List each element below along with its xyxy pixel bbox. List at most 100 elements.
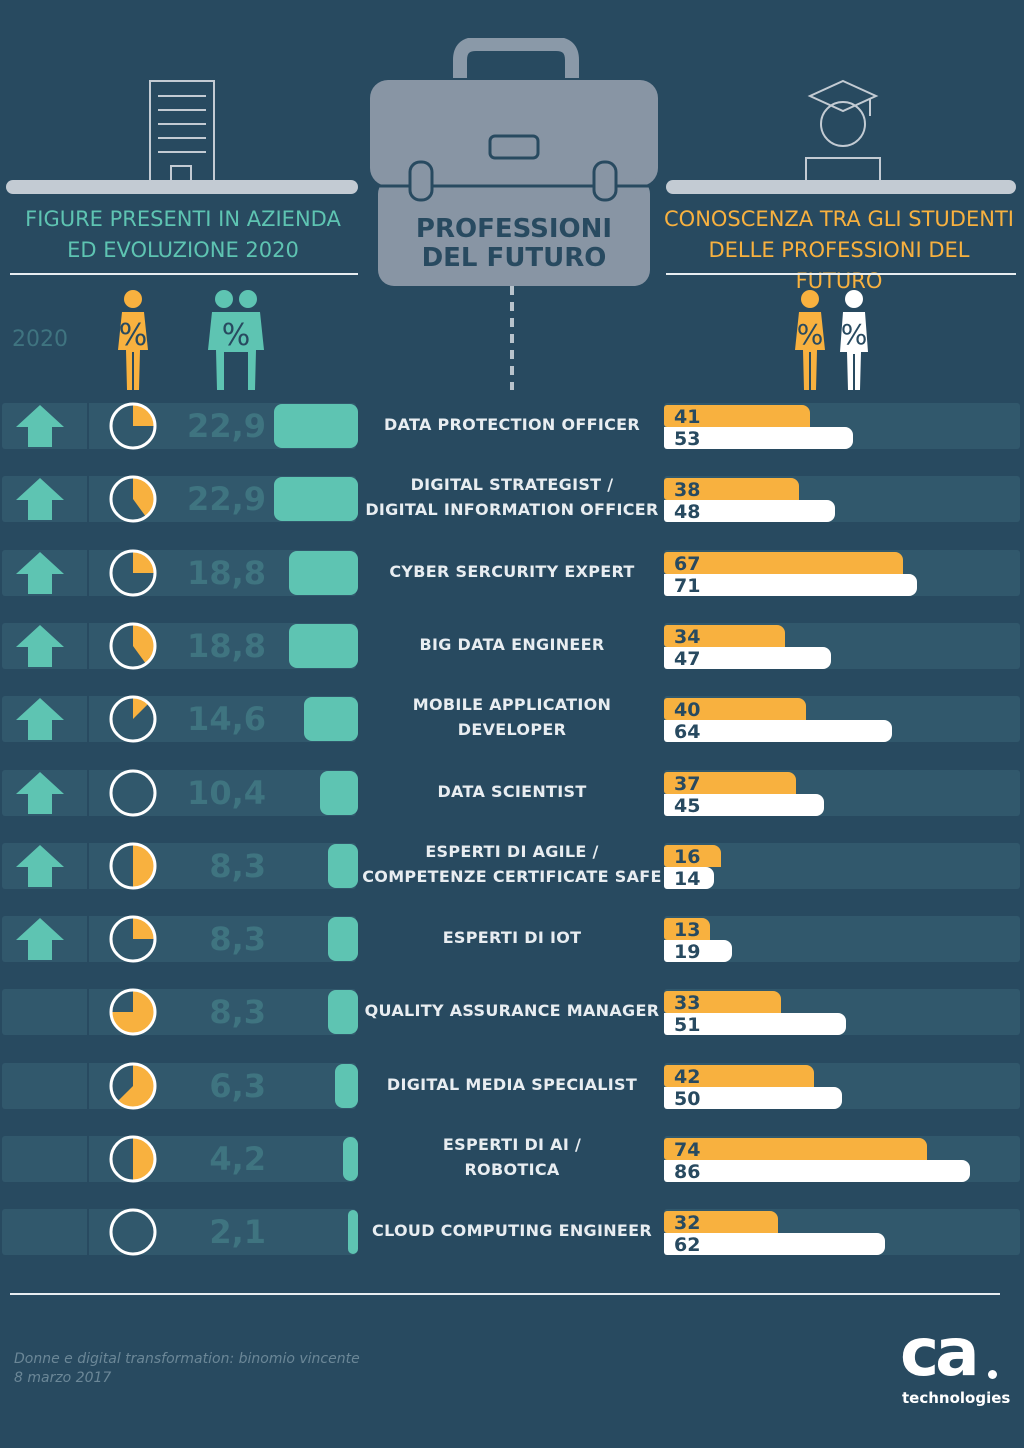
presence-row bbox=[2, 1136, 356, 1182]
presence-value-label: 14,6 bbox=[187, 700, 266, 738]
students-female-bar bbox=[664, 991, 782, 1013]
right-header: CONOSCENZA TRA GLI STUDENTI DELLE PROFES… bbox=[664, 207, 1014, 293]
growth-arrow-icon bbox=[16, 625, 64, 667]
students-female-value: 74 bbox=[674, 1139, 701, 1161]
students-female-bar bbox=[664, 405, 810, 427]
profession-label-line: MOBILE APPLICATION bbox=[412, 695, 612, 714]
logo-dot bbox=[988, 1370, 997, 1379]
profession-label-line: DATA SCIENTIST bbox=[437, 782, 587, 801]
woman-icon bbox=[118, 290, 148, 390]
women-share-pie bbox=[109, 622, 157, 670]
presence-value-label: 8,3 bbox=[209, 993, 266, 1031]
row-divider bbox=[87, 623, 89, 669]
logo-subtitle: technologies bbox=[902, 1389, 1011, 1407]
presence-row bbox=[2, 1063, 356, 1109]
students-female-value: 38 bbox=[674, 479, 701, 501]
profession-label: DATA SCIENTIST bbox=[362, 779, 662, 804]
profession-label: MOBILE APPLICATION DEVELOPER bbox=[362, 692, 662, 742]
profession-label: DATA PROTECTION OFFICER bbox=[362, 412, 662, 437]
couple-icon bbox=[208, 290, 264, 390]
presence-bar bbox=[342, 1137, 358, 1181]
students-male-bar bbox=[664, 500, 835, 522]
students-male-bar bbox=[664, 720, 892, 742]
presence-bar bbox=[327, 917, 358, 961]
footer-rule bbox=[10, 1293, 1000, 1295]
right-shelf bbox=[666, 180, 1016, 194]
profession-label-line: DIGITAL STRATEGIST / bbox=[410, 475, 614, 494]
presence-bar bbox=[289, 624, 358, 668]
row-divider bbox=[87, 1063, 89, 1109]
students-female-bar bbox=[664, 552, 903, 574]
students-male-value: 62 bbox=[674, 1234, 701, 1256]
students-male-value: 45 bbox=[674, 795, 701, 817]
women-share-pie bbox=[109, 915, 157, 963]
students-female-bar bbox=[664, 698, 807, 720]
ca-logo: ca bbox=[900, 1314, 980, 1391]
students-female-bar bbox=[664, 1211, 778, 1233]
students-male-bar bbox=[664, 1160, 971, 1182]
dashed-connector bbox=[510, 286, 514, 390]
students-male-value: 14 bbox=[674, 868, 701, 890]
students-male-bar bbox=[664, 867, 714, 889]
students-female-bar bbox=[664, 1065, 814, 1087]
profession-label: DIGITAL MEDIA SPECIALIST bbox=[362, 1072, 662, 1097]
students-female-value: 13 bbox=[674, 919, 701, 941]
presence-bar bbox=[327, 844, 358, 888]
students-male-value: 48 bbox=[674, 501, 701, 523]
students-male-value: 71 bbox=[674, 575, 701, 597]
profession-label-line: DATA PROTECTION OFFICER bbox=[383, 415, 641, 434]
presence-bar bbox=[327, 990, 358, 1034]
presence-value-label: 2,1 bbox=[209, 1213, 266, 1251]
student-woman-icon bbox=[795, 290, 825, 390]
student-women-percent-symbol: % bbox=[796, 318, 824, 351]
year-label: 2020 bbox=[12, 327, 68, 352]
profession-label-line: ESPERTI DI AI / bbox=[442, 1135, 582, 1154]
women-share-pie bbox=[109, 402, 157, 450]
growth-arrow-icon bbox=[16, 478, 64, 520]
presence-bar bbox=[274, 404, 358, 448]
presence-value-label: 22,9 bbox=[187, 480, 266, 518]
profession-label-line: BIG DATA ENGINEER bbox=[419, 635, 605, 654]
students-male-bar bbox=[664, 1013, 846, 1035]
presence-value-label: 10,4 bbox=[187, 774, 266, 812]
growth-arrow-icon bbox=[16, 552, 64, 594]
students-row bbox=[664, 843, 1020, 889]
presence-value-label: 22,9 bbox=[187, 407, 266, 445]
students-female-bar bbox=[664, 845, 721, 867]
students-female-bar bbox=[664, 918, 711, 940]
presence-value-label: 4,2 bbox=[209, 1140, 266, 1178]
row-divider bbox=[87, 476, 89, 522]
women-share-pie bbox=[109, 988, 157, 1036]
students-male-bar bbox=[664, 574, 917, 596]
profession-label: DIGITAL STRATEGIST / DIGITAL INFORMATION … bbox=[362, 472, 662, 522]
presence-value-label: 6,3 bbox=[209, 1067, 266, 1105]
growth-arrow-icon bbox=[16, 698, 64, 740]
right-header-rule bbox=[666, 273, 1016, 275]
students-female-value: 33 bbox=[674, 992, 701, 1014]
profession-label: QUALITY ASSURANCE MANAGER bbox=[362, 998, 662, 1023]
row-divider bbox=[87, 770, 89, 816]
students-female-value: 41 bbox=[674, 406, 701, 428]
students-female-value: 40 bbox=[674, 699, 701, 721]
all-percent-symbol: % bbox=[221, 318, 251, 353]
students-male-bar bbox=[664, 647, 832, 669]
presence-row bbox=[2, 1209, 356, 1255]
row-divider bbox=[87, 989, 89, 1035]
students-female-value: 42 bbox=[674, 1066, 701, 1088]
profession-label-line: ESPERTI DI IOT bbox=[442, 928, 582, 947]
women-share-pie bbox=[109, 1208, 157, 1256]
students-female-value: 34 bbox=[674, 626, 701, 648]
row-divider bbox=[87, 916, 89, 962]
profession-label-line: QUALITY ASSURANCE MANAGER bbox=[364, 1001, 660, 1020]
women-share-pie bbox=[109, 769, 157, 817]
students-female-value: 37 bbox=[674, 773, 701, 795]
students-male-value: 19 bbox=[674, 941, 701, 963]
presence-bar bbox=[348, 1210, 358, 1254]
students-male-bar bbox=[664, 940, 732, 962]
students-male-value: 51 bbox=[674, 1014, 701, 1036]
women-share-pie bbox=[109, 695, 157, 743]
growth-arrow-icon bbox=[16, 772, 64, 814]
presence-bar bbox=[274, 477, 358, 521]
building-icon bbox=[149, 80, 215, 183]
growth-arrow-icon bbox=[16, 405, 64, 447]
